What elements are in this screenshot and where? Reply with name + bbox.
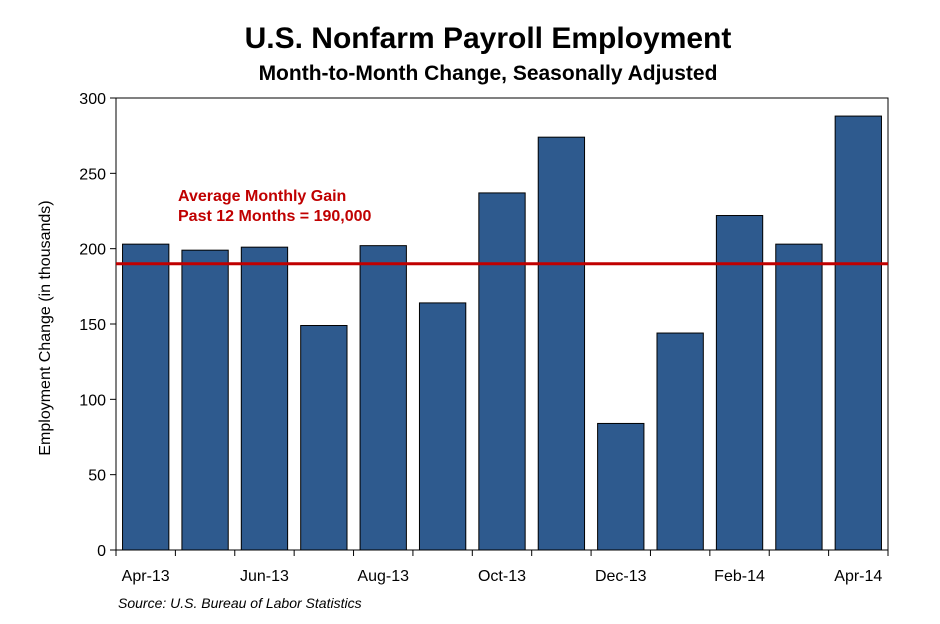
x-tick-label: Aug-13: [357, 568, 409, 585]
reference-line-label-2: Past 12 Months = 190,000: [178, 208, 372, 225]
bar-jun-13: [240, 246, 289, 551]
bar-nov-13: [537, 136, 586, 551]
y-tick-label: 300: [79, 91, 106, 108]
source-note: Source: U.S. Bureau of Labor Statistics: [118, 595, 362, 611]
bar-aug-13: [359, 245, 407, 551]
y-axis-title: Employment Change (in thousands): [37, 200, 54, 455]
y-tick-label: 200: [79, 242, 106, 259]
chart-title: U.S. Nonfarm Payroll Employment: [245, 22, 732, 55]
x-axis: Apr-13 Jun-13 Aug-13 Oct-13 Dec-13 Feb-14 Apr-…: [115, 550, 889, 585]
y-tick-label: 150: [79, 317, 106, 334]
chart-subtitle: Month-to-Month Change, Seasonally Adjust…: [259, 62, 718, 85]
y-tick-label: 0: [97, 543, 106, 560]
y-tick-label: 50: [88, 468, 106, 485]
y-tick-label: 100: [79, 392, 106, 409]
x-tick-label: Dec-13: [595, 568, 647, 585]
x-tick-label: Apr-14: [834, 568, 882, 585]
y-axis: 0 50 100 150 200 250 300: [79, 91, 116, 560]
y-tick-label: 250: [79, 166, 106, 183]
bar-mar-14: [775, 243, 823, 551]
bar-jan-14: [656, 332, 704, 551]
x-tick-label: Feb-14: [714, 568, 765, 585]
bar-apr-13: [122, 243, 170, 551]
x-tick-label: Apr-13: [122, 568, 170, 585]
bar-dec-13: [597, 422, 645, 551]
x-tick-label: Jun-13: [240, 568, 289, 585]
bar-jul-13: [300, 325, 348, 551]
reference-line-label-1: Average Monthly Gain: [178, 188, 346, 205]
bar-apr-14: [834, 115, 882, 551]
bar-may-13: [181, 249, 229, 551]
bar-feb-14: [715, 215, 764, 551]
bars: [122, 115, 882, 551]
bar-oct-13: [478, 192, 526, 551]
bar-sep-13: [418, 302, 467, 551]
x-tick-label: Oct-13: [478, 568, 526, 585]
